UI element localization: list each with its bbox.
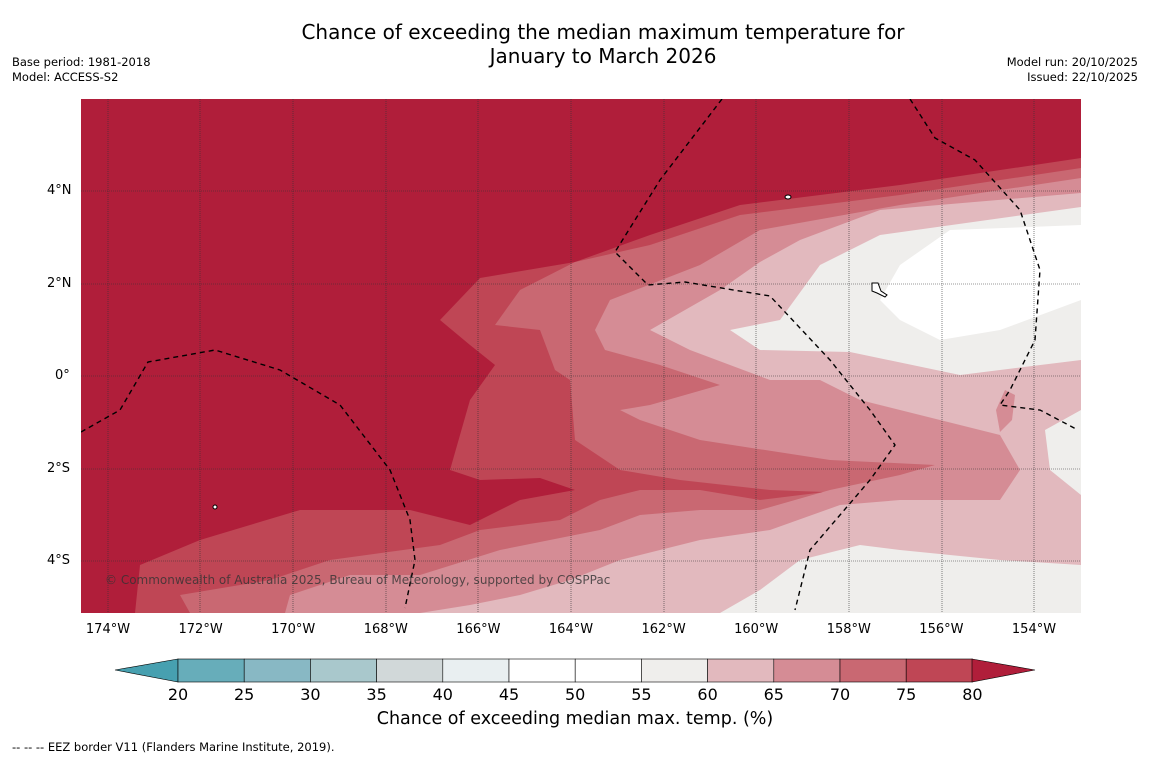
eez-border-central: [614, 99, 896, 611]
colorbar-tick: 20: [167, 685, 189, 704]
colorbar-tick: 35: [366, 685, 387, 704]
lon-tick: 156°W: [919, 622, 964, 637]
colorbar-tick: 65: [763, 685, 784, 704]
colorbar-bin: [905, 658, 973, 683]
title-line-2: January to March 2026: [489, 44, 717, 68]
grid: [81, 99, 1081, 613]
colorbar-bin: [641, 658, 708, 683]
lon-tick: 174°W: [85, 622, 131, 637]
colorbar-tick: 55: [631, 685, 652, 704]
eez-legend-footer: -- -- -- EEZ border V11 (Flanders Marine…: [12, 740, 335, 754]
lon-tick: 170°W: [271, 622, 316, 637]
eez-border-west: [81, 349, 416, 609]
lon-tick: 164°W: [548, 622, 594, 637]
colorbar-tick: 70: [829, 685, 851, 704]
colorbar-tick: 50: [565, 685, 586, 704]
colorbar-bin: [376, 658, 444, 683]
colorbar-below-arrow: [114, 658, 179, 683]
lat-tick: 4°S: [47, 553, 71, 568]
lat-tick: 2°S: [47, 461, 71, 476]
colorbar-tick: 40: [432, 685, 453, 704]
colorbar-bin: [839, 658, 907, 683]
colorbar-bin: [177, 658, 245, 683]
lon-tick: 166°W: [456, 622, 501, 637]
lon-tick: 160°W: [734, 622, 779, 637]
colorbar-bin: [574, 658, 642, 683]
copyright: © Commonwealth of Australia 2025, Bureau…: [105, 573, 610, 587]
lon-tick: 154°W: [1011, 622, 1057, 637]
colorbar-above-arrow: [971, 658, 1036, 683]
colorbar-bin: [243, 658, 311, 683]
lat-tick: 4°N: [47, 183, 72, 198]
colorbar-bin: [508, 658, 576, 683]
colorbar-bin: [310, 658, 377, 683]
lon-tick: 162°W: [641, 622, 686, 637]
colorbar-tick: 45: [498, 685, 520, 704]
title-line-1: Chance of exceeding the median maximum t…: [301, 20, 905, 44]
model-run: Model run: 20/10/2025: [1006, 55, 1138, 69]
region-65-70-blob: [996, 390, 1015, 432]
colorbar-bin: [707, 658, 775, 683]
colorbar-tick: 25: [234, 685, 255, 704]
meta-right: Model run: 20/10/2025 Issued: 22/10/2025: [1007, 55, 1138, 85]
colorbar-bin: [773, 658, 841, 683]
meta-left: Base period: 1981-2018 Model: ACCESS-S2: [12, 55, 151, 85]
colorbar-title: Chance of exceeding median max. temp. (%…: [376, 709, 774, 729]
colorbar-bin: [442, 658, 510, 683]
model: Model: ACCESS-S2: [12, 70, 119, 84]
lat-tick: 0°: [55, 368, 70, 383]
base-period: Base period: 1981-2018: [12, 55, 151, 69]
lon-tick: 168°W: [363, 622, 408, 637]
colorbar-tick: 75: [896, 685, 917, 704]
colorbar-tick: 30: [300, 685, 321, 704]
region-55-60-east: [1045, 410, 1081, 495]
lon-tick: 158°W: [826, 622, 871, 637]
colorbar-tick: 60: [697, 685, 718, 704]
lat-tick: 2°N: [47, 276, 72, 291]
issued-date: Issued: 22/10/2025: [1027, 70, 1138, 84]
region-45-55: [880, 225, 1081, 340]
colorbar: [114, 658, 1036, 683]
eez-borders: [81, 99, 1079, 611]
islands: [212, 194, 888, 510]
region-55-60-south: [720, 545, 1081, 613]
lon-tick: 172°W: [178, 622, 223, 637]
probability-map: © Commonwealth of Australia 2025, Bureau…: [81, 99, 1081, 613]
colorbar-tick: 80: [962, 685, 983, 704]
chart-title: Chance of exceeding the median maximum t…: [0, 20, 1150, 68]
